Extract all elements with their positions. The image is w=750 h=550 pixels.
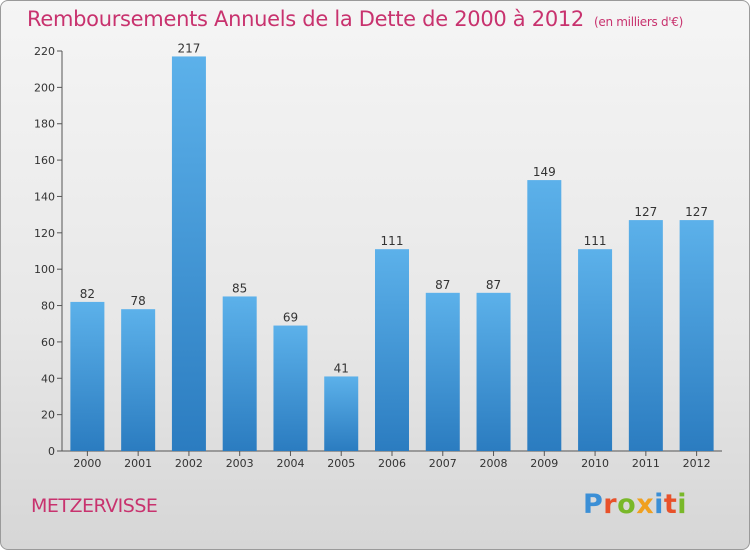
bar-value-label: 41 (334, 361, 349, 375)
place-name: METZERVISSE (31, 495, 158, 517)
logo-letter: t (663, 489, 678, 520)
bar-value-label: 82 (80, 287, 95, 301)
bar (222, 296, 257, 451)
x-tick-label: 2008 (480, 457, 508, 470)
y-tick-label: 80 (41, 300, 55, 313)
bar (679, 220, 714, 451)
bars-layer: 82 78 217 85 69 41 111 87 87 149 111 127 127 (70, 41, 714, 452)
y-tick-label: 200 (34, 81, 55, 94)
bar-value-label: 127 (634, 205, 657, 219)
axis-layer: 0 20 40 60 80 100 120 140 160 180 200 220 2000 2001 20… (34, 45, 722, 470)
x-tick-label: 2012 (683, 457, 711, 470)
bar-value-label: 111 (584, 234, 607, 248)
y-tick-label: 60 (41, 336, 55, 349)
bar (476, 292, 511, 451)
bar-value-label: 127 (685, 205, 708, 219)
y-tick-label: 160 (34, 154, 55, 167)
x-tick-label: 2009 (530, 457, 558, 470)
x-tick-label: 2010 (581, 457, 609, 470)
bar (121, 309, 156, 451)
bar-value-label: 78 (131, 294, 146, 308)
chart-subtitle: (en milliers d'€) (594, 15, 684, 29)
y-tick-label: 0 (48, 445, 55, 458)
bar-value-label: 149 (533, 165, 556, 179)
chart-title-text: Remboursements Annuels de la Dette de 20… (27, 7, 584, 31)
logo-letter: o (617, 489, 637, 520)
x-tick-label: 2007 (429, 457, 457, 470)
x-tick-label: 2004 (276, 457, 304, 470)
bar (273, 325, 308, 451)
bar-value-label: 87 (435, 278, 450, 292)
y-tick-label: 100 (34, 263, 55, 276)
logo-letter: i (677, 489, 688, 520)
bar (70, 301, 105, 451)
bar (375, 249, 409, 451)
bar (171, 56, 206, 452)
bar-value-label: 87 (486, 278, 501, 292)
x-tick-label: 2002 (175, 457, 203, 470)
logo-letter: x (636, 489, 655, 520)
bar (578, 249, 613, 451)
y-tick-label: 20 (41, 409, 55, 422)
x-tick-label: 2003 (226, 457, 254, 470)
proxiti-logo[interactable]: Proxiti (583, 489, 687, 520)
bar (628, 220, 663, 451)
bar-value-label: 85 (232, 281, 247, 295)
y-tick-label: 120 (34, 227, 55, 240)
x-tick-label: 2000 (73, 457, 101, 470)
bar-value-label: 69 (283, 311, 298, 325)
y-tick-label: 180 (34, 118, 55, 131)
y-tick-label: 40 (41, 372, 55, 385)
bar (425, 292, 460, 451)
bar-value-label: 111 (381, 234, 404, 248)
logo-letter: P (583, 489, 604, 520)
bar-value-label: 217 (177, 41, 200, 55)
y-tick-label: 220 (34, 45, 55, 58)
bar (527, 180, 562, 451)
x-tick-label: 2011 (632, 457, 660, 470)
logo-letter: r (603, 489, 618, 520)
logo-letter: i (654, 489, 664, 520)
x-tick-label: 2001 (124, 457, 152, 470)
y-tick-label: 140 (34, 190, 55, 203)
x-tick-label: 2005 (327, 457, 355, 470)
chart-title: Remboursements Annuels de la Dette de 20… (27, 7, 683, 31)
bar (324, 376, 359, 451)
x-tick-label: 2006 (378, 457, 406, 470)
